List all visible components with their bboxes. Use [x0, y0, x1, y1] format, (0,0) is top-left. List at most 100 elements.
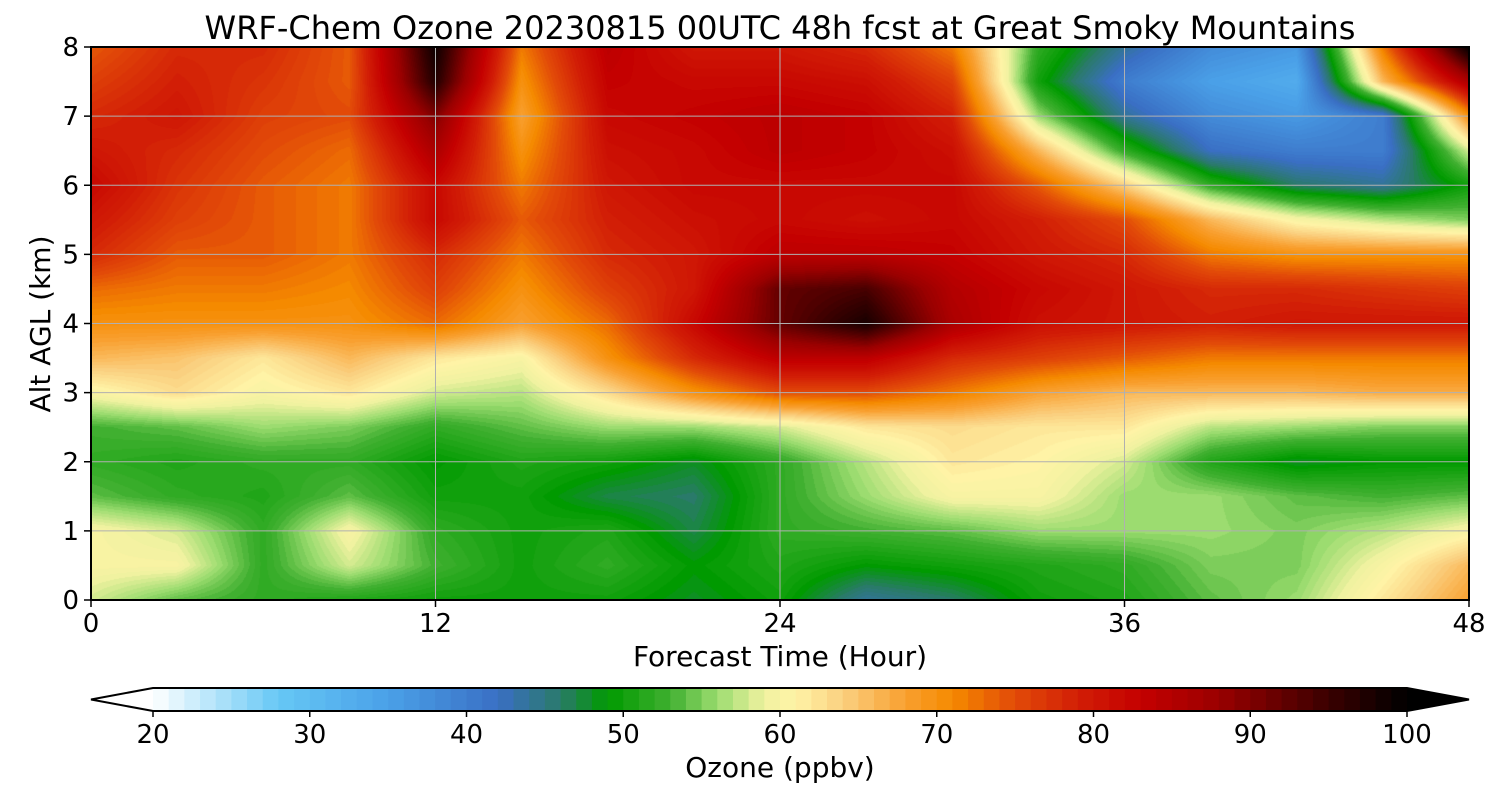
- colorbar-segment: [764, 688, 781, 711]
- x-tick-label: 0: [83, 609, 100, 639]
- colorbar-segment: [1171, 688, 1189, 711]
- colorbar-segment: [1312, 688, 1330, 711]
- x-tick-label: 12: [419, 609, 452, 639]
- colorbar-segment: [215, 688, 232, 711]
- colorbar-tick-label: 90: [1234, 720, 1267, 750]
- colorbar-segment: [560, 688, 577, 711]
- colorbar-segment: [685, 688, 703, 711]
- x-tick-label: 36: [1108, 609, 1141, 639]
- chart-title: WRF-Chem Ozone 20230815 00UTC 48h fcst a…: [205, 9, 1356, 47]
- colorbar-segment: [168, 688, 185, 711]
- colorbar-segment: [403, 688, 421, 711]
- colorbar-segment: [1109, 688, 1126, 711]
- colorbar-tick-label: 40: [450, 720, 483, 750]
- colorbar-tick-label: 20: [136, 720, 169, 750]
- colorbar-segment: [372, 688, 389, 711]
- colorbar-segment: [1077, 688, 1095, 711]
- colorbar-segment: [262, 688, 279, 711]
- y-tick-label: 1: [62, 517, 79, 547]
- colorbar-segment: [670, 688, 687, 711]
- colorbar-segment: [968, 688, 985, 711]
- colorbar-segment: [1344, 688, 1361, 711]
- colorbar-segment: [1156, 688, 1173, 711]
- colorbar-segment: [842, 688, 859, 711]
- colorbar-segment: [482, 688, 499, 711]
- colorbar-tick-label: 100: [1382, 720, 1432, 750]
- x-axis: 0 12 24 36 48: [83, 600, 1486, 639]
- colorbar-segment: [231, 688, 248, 711]
- colorbar-segment: [654, 688, 671, 711]
- colorbar-segment: [999, 688, 1016, 711]
- colorbar-segment: [1328, 688, 1345, 711]
- y-tick-label: 2: [62, 448, 79, 478]
- colorbar-segment: [732, 688, 750, 711]
- colorbar-segment: [1359, 688, 1377, 711]
- y-tick-label: 0: [62, 586, 79, 616]
- colorbar-segment: [200, 688, 217, 711]
- colorbar-segment: [952, 688, 969, 711]
- colorbar-segment: [905, 688, 922, 711]
- x-axis-label: Forecast Time (Hour): [633, 640, 927, 673]
- colorbar-segment: [1375, 688, 1392, 711]
- colorbar-segment: [717, 688, 734, 711]
- colorbar-segment: [811, 688, 828, 711]
- colorbar-segment: [153, 688, 170, 711]
- colorbar-tick-label: 30: [293, 720, 326, 750]
- colorbar-segment: [325, 688, 342, 711]
- colorbar-segment: [1046, 688, 1063, 711]
- x-tick-label: 48: [1452, 609, 1485, 639]
- x-tick-label: 24: [763, 609, 796, 639]
- colorbar-segment: [450, 688, 468, 711]
- colorbar-segment: [513, 688, 530, 711]
- colorbar-label: Ozone (ppbv): [685, 751, 874, 784]
- colorbar-segment: [1140, 688, 1157, 711]
- colorbar-segment: [607, 688, 624, 711]
- y-tick-label: 3: [62, 379, 79, 409]
- colorbar-segment: [1234, 688, 1251, 711]
- colorbar-ticks: 20 30 40 50 60 70 80 90 100: [136, 711, 1432, 750]
- colorbar-segment: [1250, 688, 1267, 711]
- colorbar-segment: [278, 688, 295, 711]
- colorbar-segment: [1062, 688, 1079, 711]
- y-axis: 0 1 2 3 4 5 6 7 8: [62, 33, 91, 616]
- colorbar-segment: [623, 688, 640, 711]
- colorbar-segment: [1015, 688, 1032, 711]
- colorbar-segment: [184, 688, 201, 711]
- colorbar-extend-high: [1407, 688, 1469, 711]
- colorbar-segment: [497, 688, 515, 711]
- colorbar-segment: [827, 688, 844, 711]
- colorbar-segment: [576, 688, 593, 711]
- colorbar-segment: [638, 688, 656, 711]
- colorbar-tick-label: 70: [920, 720, 953, 750]
- colorbar-segment: [858, 688, 875, 711]
- colorbar-tick-label: 50: [607, 720, 640, 750]
- colorbar-segment: [309, 688, 327, 711]
- colorbar-segment: [874, 688, 891, 711]
- y-tick-label: 8: [62, 33, 79, 63]
- colorbar-segment: [1297, 688, 1314, 711]
- colorbar-segment: [983, 688, 1001, 711]
- colorbar-segment: [1187, 688, 1204, 711]
- colorbar-segment: [748, 688, 765, 711]
- colorbar-segment: [466, 688, 483, 711]
- colorbar-segment: [1030, 688, 1048, 711]
- colorbar-tick-label: 60: [763, 720, 796, 750]
- colorbar-segment: [591, 688, 609, 711]
- colorbar-segment: [419, 688, 436, 711]
- colorbar-segment: [544, 688, 562, 711]
- colorbar-extend-low: [91, 688, 153, 711]
- y-axis-label: Alt AGL (km): [24, 235, 57, 412]
- colorbar-tick-label: 80: [1077, 720, 1110, 750]
- colorbar-segment: [529, 688, 546, 711]
- colorbar-segment: [388, 688, 405, 711]
- y-tick-label: 7: [62, 102, 79, 132]
- y-tick-label: 6: [62, 171, 79, 201]
- colorbar-segment: [1281, 688, 1298, 711]
- colorbar-segment: [889, 688, 906, 711]
- colorbar-segment: [1203, 688, 1220, 711]
- colorbar-segment: [356, 688, 374, 711]
- colorbar-segment: [435, 688, 452, 711]
- colorbar-segment: [1124, 688, 1142, 711]
- colorbar-segment: [341, 688, 358, 711]
